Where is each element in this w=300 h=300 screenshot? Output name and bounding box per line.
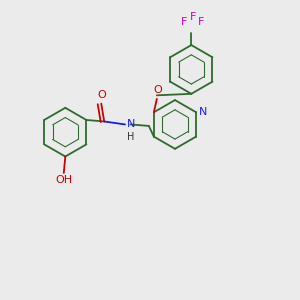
Text: F: F [190,12,196,22]
Text: N: N [199,107,207,117]
Text: N: N [127,119,135,129]
Text: H: H [127,132,134,142]
Text: O: O [153,85,162,95]
Text: F: F [198,17,204,27]
Text: OH: OH [55,175,72,185]
Text: O: O [97,90,106,100]
Text: F: F [181,17,187,27]
